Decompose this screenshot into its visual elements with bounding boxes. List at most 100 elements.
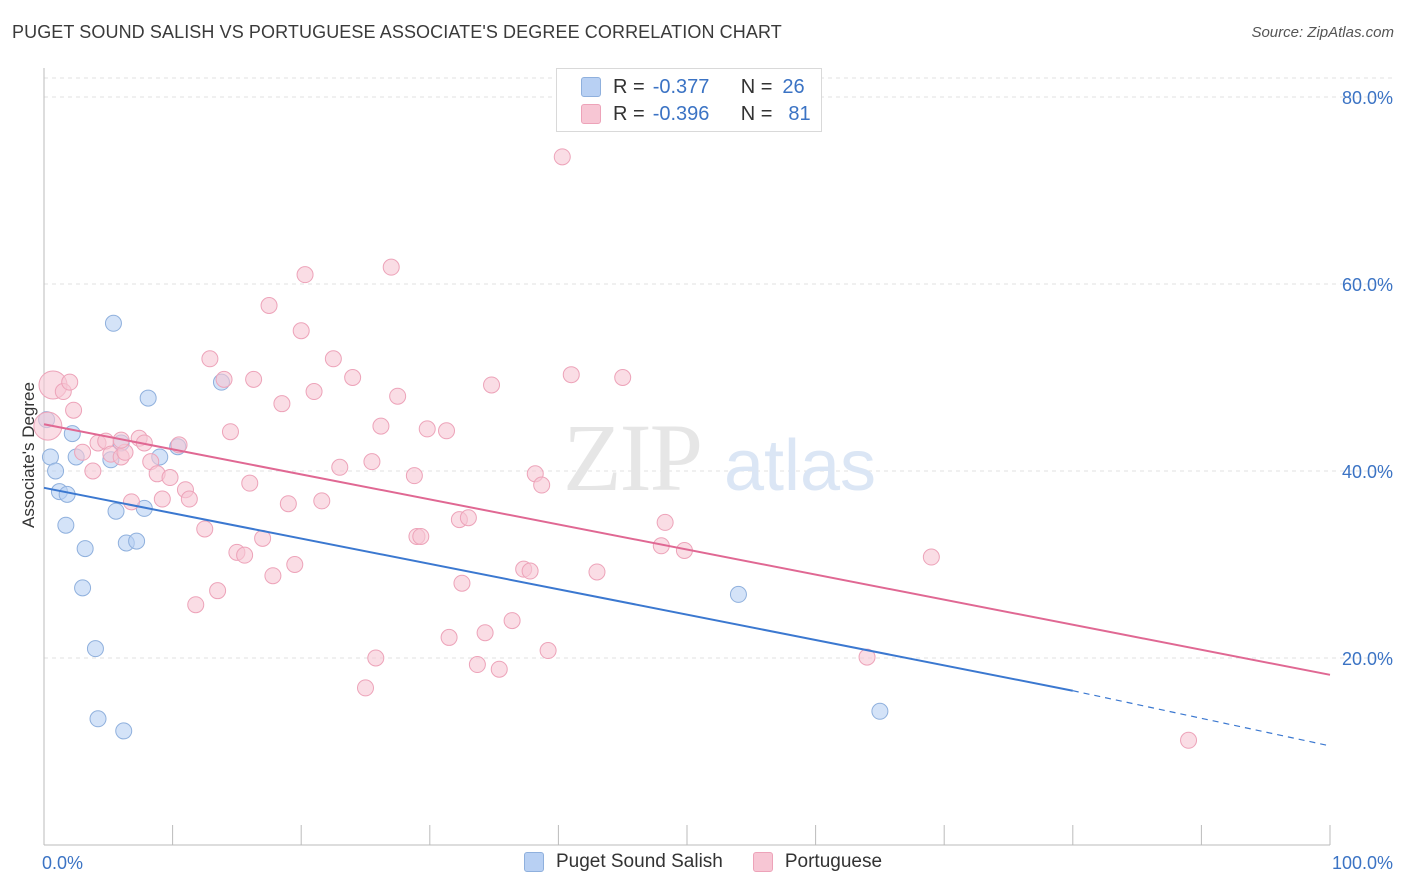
legend-row-portuguese: R = -0.396 N = 81 [581, 102, 811, 126]
legend-swatch-portuguese [581, 104, 601, 124]
legend-r-value: -0.396 [652, 102, 710, 125]
salish-point [729, 585, 747, 603]
correlation-legend: R = -0.377 N = 26 R = -0.396 N = 81 [556, 68, 822, 132]
portuguese-point [180, 490, 198, 508]
portuguese-point [367, 649, 385, 667]
legend-label-portuguese: Portuguese [784, 851, 883, 872]
portuguese-point [61, 373, 79, 391]
portuguese-point [1180, 731, 1198, 749]
salish-point [74, 579, 92, 597]
legend-swatch-salish [581, 77, 601, 97]
portuguese-point [453, 574, 471, 592]
portuguese-point [438, 422, 456, 440]
data-points [33, 148, 1198, 749]
portuguese-point [357, 679, 374, 697]
portuguese-point [236, 546, 254, 564]
legend-r-label: R = [613, 75, 645, 98]
legend-n-label: N = [740, 75, 773, 98]
legend-n-label: N = [740, 102, 773, 125]
watermark: ZIP atlas [563, 404, 876, 511]
legend-row-salish: R = -0.377 N = 26 [581, 75, 805, 99]
portuguese-point [405, 467, 423, 485]
portuguese-point [521, 562, 539, 580]
portuguese-point [468, 656, 486, 674]
portuguese-point [313, 492, 331, 510]
legend-r-value: -0.377 [652, 75, 710, 98]
y-tick-label: 40.0% [1342, 462, 1393, 482]
chart-source: Source: ZipAtlas.com [1251, 24, 1394, 41]
portuguese-point [65, 401, 83, 419]
salish-trend-extension [1072, 690, 1331, 747]
portuguese-point [656, 513, 674, 531]
salish-point [871, 702, 889, 720]
portuguese-point [245, 370, 263, 388]
salish-point [76, 540, 94, 558]
legend-n-value: 26 [782, 75, 805, 98]
portuguese-point [201, 350, 219, 368]
portuguese-point [553, 148, 571, 166]
y-axis-label: Associate's Degree [19, 382, 38, 528]
portuguese-point [324, 350, 342, 368]
portuguese-point [296, 266, 314, 284]
salish-point [139, 389, 157, 407]
watermark-atlas: atlas [724, 426, 876, 506]
legend-item-portuguese[interactable]: Portuguese [752, 851, 883, 873]
portuguese-point [84, 462, 102, 480]
legend-label-salish: Puget Sound Salish [555, 851, 723, 872]
portuguese-trend-line [43, 423, 1331, 676]
portuguese-point [490, 660, 508, 678]
portuguese-point [476, 624, 494, 642]
portuguese-point [264, 567, 282, 585]
trend-lines [43, 423, 1331, 747]
portuguese-point [74, 443, 92, 461]
gridlines [44, 77, 1392, 659]
portuguese-point [922, 548, 940, 566]
portuguese-point [533, 476, 551, 494]
salish-point [89, 710, 107, 728]
portuguese-point [196, 520, 214, 538]
portuguese-point [305, 383, 323, 401]
portuguese-point [292, 322, 310, 340]
portuguese-point [33, 411, 63, 441]
portuguese-point [122, 493, 140, 511]
portuguese-point [279, 495, 297, 513]
legend-swatch-portuguese [752, 852, 773, 872]
tick-labels: 20.0% 40.0% 60.0% 80.0% 0.0% 100.0% [42, 88, 1393, 873]
legend-r-label: R = [613, 102, 645, 125]
portuguese-point [440, 628, 458, 646]
portuguese-point [363, 453, 381, 471]
salish-point [115, 722, 133, 740]
y-tick-label: 20.0% [1342, 649, 1393, 669]
portuguese-point [562, 366, 580, 384]
legend-swatch-salish [523, 852, 544, 872]
salish-point [57, 516, 75, 534]
portuguese-point [459, 509, 477, 527]
x-tick-label: 0.0% [42, 853, 83, 873]
salish-point [86, 640, 104, 658]
x-tick-label: 100.0% [1332, 853, 1393, 873]
watermark-zip: ZIP [563, 404, 701, 511]
y-tick-label: 60.0% [1342, 275, 1393, 295]
portuguese-point [344, 369, 362, 386]
portuguese-point [372, 417, 390, 435]
portuguese-point [209, 582, 227, 600]
chart-title: PUGET SOUND SALISH VS PORTUGUESE ASSOCIA… [12, 22, 782, 42]
portuguese-point [503, 612, 521, 630]
portuguese-point [483, 376, 501, 394]
portuguese-point [418, 420, 436, 438]
legend-item-salish[interactable]: Puget Sound Salish [523, 851, 723, 873]
portuguese-point [614, 369, 632, 386]
portuguese-point [286, 556, 304, 573]
portuguese-point [539, 642, 557, 660]
portuguese-point [389, 387, 407, 405]
salish-point [128, 532, 146, 550]
legend-n-value: 81 [788, 102, 811, 125]
portuguese-point [858, 648, 876, 666]
portuguese-point [382, 258, 400, 276]
portuguese-point [273, 395, 291, 413]
portuguese-point [412, 527, 430, 545]
y-tick-label: 80.0% [1342, 88, 1393, 108]
portuguese-point [331, 458, 349, 476]
portuguese-point [588, 563, 606, 581]
salish-point [107, 502, 125, 520]
